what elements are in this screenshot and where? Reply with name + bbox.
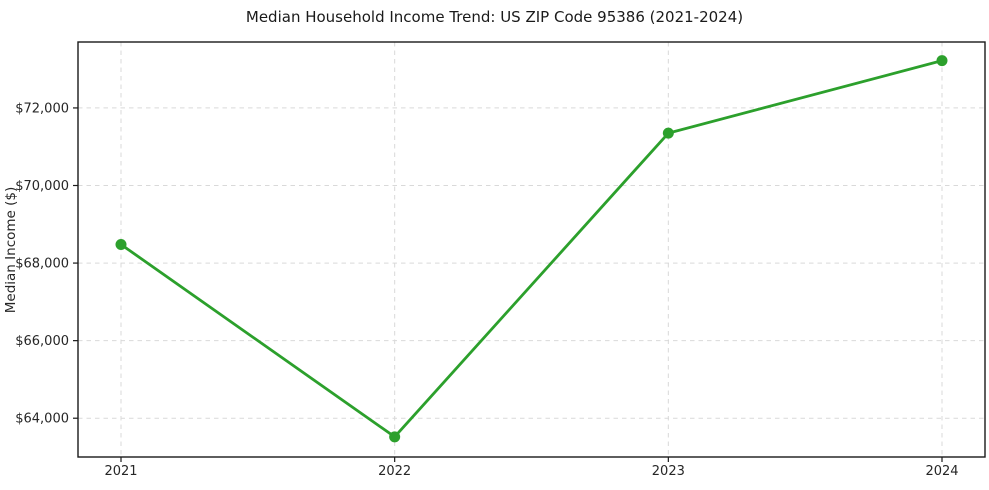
x-tick-label: 2022 <box>378 464 411 479</box>
y-tick-label: $64,000 <box>15 412 69 427</box>
y-tick-label: $68,000 <box>15 257 69 272</box>
income-line <box>119 59 944 439</box>
x-tick-label: 2021 <box>104 464 137 479</box>
x-tick-label: 2024 <box>925 464 958 479</box>
plot-frame <box>77 41 986 458</box>
y-tick-label: $70,000 <box>15 179 69 194</box>
x-tick-label: 2023 <box>652 464 685 479</box>
y-axis-label: Median Income ($) <box>3 187 19 313</box>
grid-layer <box>78 42 985 457</box>
data-point-2024 <box>936 55 948 67</box>
axes-layer <box>73 41 986 462</box>
y-tick-label: $72,000 <box>15 101 69 116</box>
data-point-2021 <box>115 238 127 250</box>
label-layer: $64,000 $66,000 $68,000 $70,000 $72,000 2021 2… <box>15 101 958 479</box>
series-layer <box>115 55 948 443</box>
data-point-2023 <box>662 127 674 139</box>
chart-title: Median Household Income Trend: US ZIP Co… <box>245 8 744 26</box>
data-point-2022 <box>389 431 401 443</box>
y-tick-label: $66,000 <box>15 334 69 349</box>
